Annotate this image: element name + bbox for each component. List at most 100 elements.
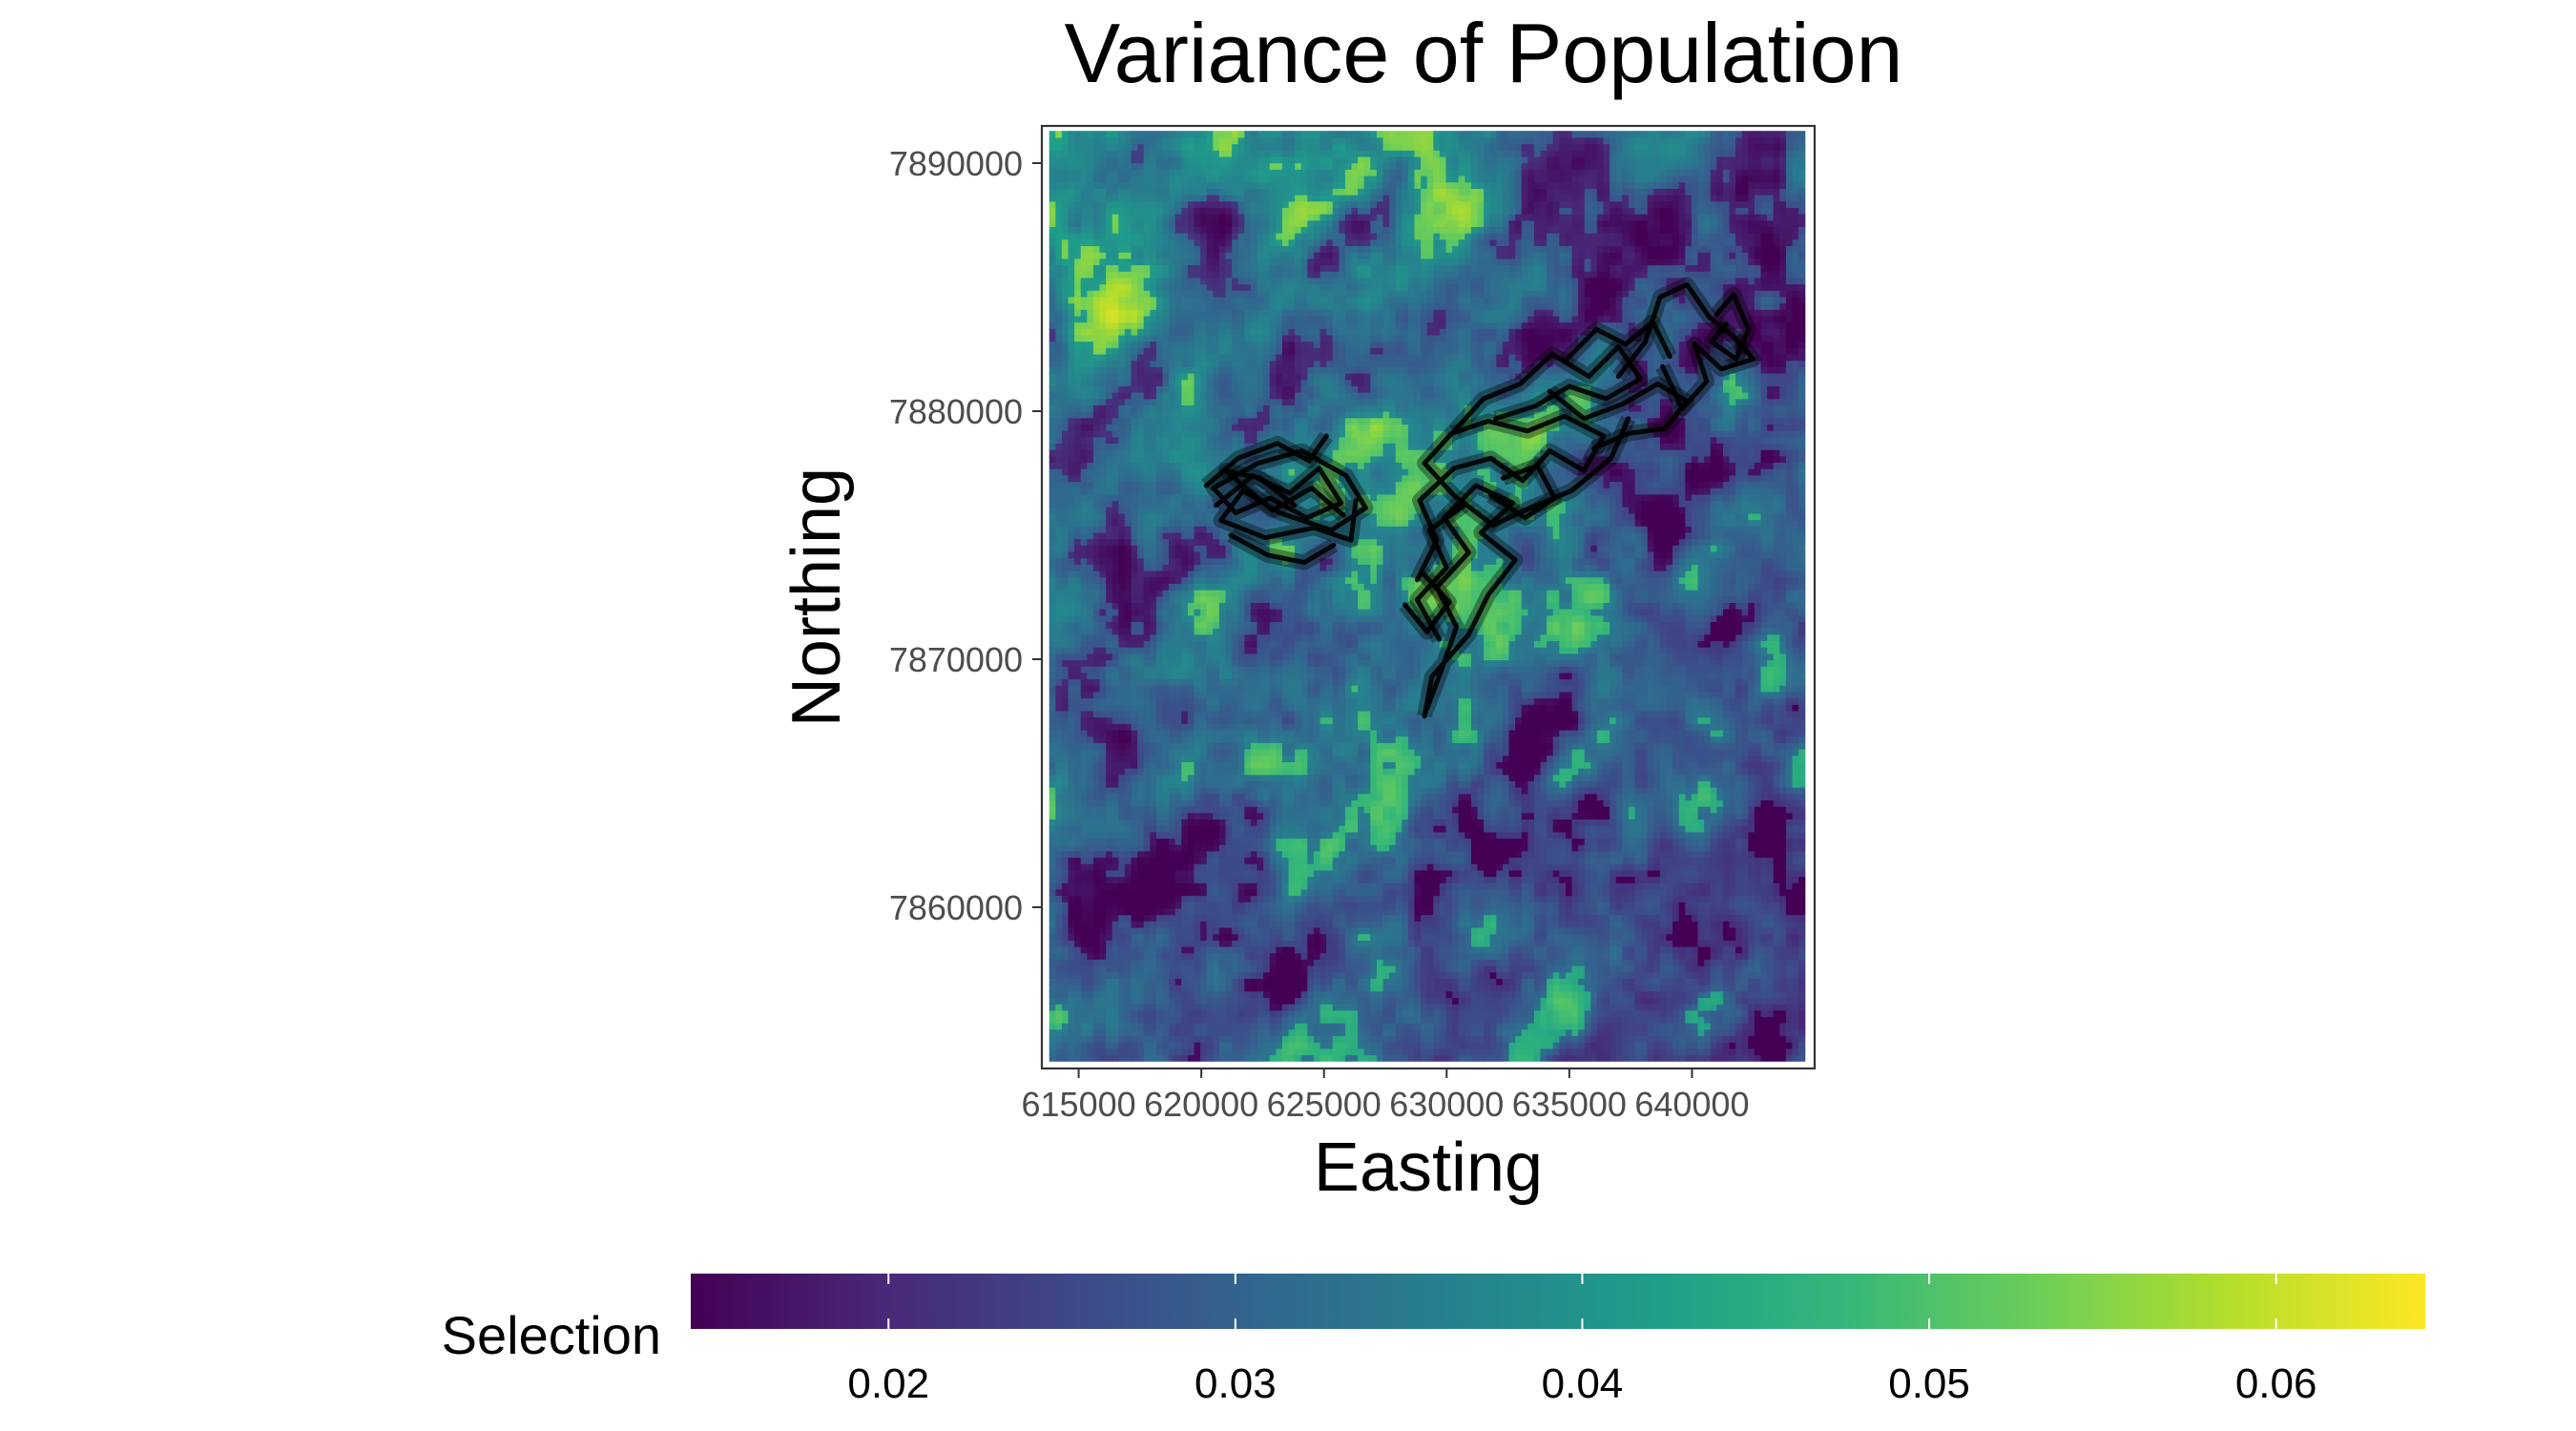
raster-cell [1169,863,1176,871]
raster-cell [1603,921,1610,928]
raster-cell [1137,850,1145,859]
raster-cell [1155,1035,1164,1043]
raster-cell [1049,1028,1056,1037]
raster-cell [1508,926,1516,935]
raster-cell [1200,952,1208,960]
raster-cell [1295,831,1302,840]
raster-cell [1389,812,1397,820]
raster-cell [1610,888,1617,897]
raster-cell [1458,914,1465,922]
raster-cell [1339,825,1346,833]
raster-cell [1559,990,1567,999]
raster-cell [1603,959,1610,966]
raster-cell [1414,895,1422,902]
raster-cell [1421,985,1428,992]
raster-cell [1527,1042,1535,1049]
raster-cell [1181,926,1189,935]
raster-cell [1628,1004,1636,1011]
raster-cell [1489,1042,1497,1049]
raster-cell [1622,825,1630,833]
raster-cell [1106,907,1113,916]
raster-cell [1610,857,1617,864]
raster-cell [1269,1035,1277,1043]
raster-cell [1748,812,1755,820]
raster-cell [1666,825,1673,833]
raster-cell [1206,933,1214,941]
raster-cell [1194,799,1201,807]
raster-cell [1276,838,1283,845]
raster-cell [1174,1054,1182,1062]
raster-cell [1288,978,1296,985]
raster-cell [1710,985,1717,992]
raster-cell [1288,1047,1296,1056]
raster-cell [1578,812,1586,820]
raster-cell [1521,895,1528,902]
raster-cell [1363,907,1371,916]
raster-cell [1458,921,1465,928]
raster-cell [1578,933,1586,941]
raster-cell [1074,959,1082,966]
raster-cell [1106,863,1113,871]
raster-cell [1339,869,1346,878]
raster-cell [1792,819,1799,826]
raster-cell [1288,1004,1296,1011]
raster-cell [1722,1004,1731,1011]
raster-cell [1402,926,1409,935]
raster-cell [1099,921,1107,928]
raster-cell [1704,838,1712,845]
raster-cell [1339,997,1346,1005]
raster-cell [1363,959,1371,966]
raster-cell [1370,1028,1378,1037]
raster-cell [1552,812,1560,820]
raster-cell [1402,882,1409,890]
raster-cell [1143,933,1151,941]
raster-cell [1452,933,1460,941]
raster-cell [1370,959,1378,966]
raster-cell [1213,933,1220,941]
raster-cell [1118,825,1126,833]
raster-cell [1344,799,1353,807]
raster-cell [1092,793,1101,800]
raster-cell [1439,978,1447,985]
raster-cell [1288,959,1296,966]
raster-cell [1118,812,1126,820]
raster-cell [1716,1042,1724,1049]
raster-cell [1767,1009,1775,1018]
raster-cell [1326,945,1334,954]
raster-cell [1578,1054,1586,1062]
raster-cell [1672,940,1680,947]
raster-cell [1300,965,1308,973]
raster-cell [1515,888,1523,897]
raster-cell [1257,844,1264,852]
raster-cell [1232,1042,1239,1049]
raster-cell [1276,1054,1283,1062]
raster-cell [1433,1042,1441,1049]
raster-cell [1421,863,1428,871]
raster-cell [1068,933,1075,941]
raster-cell [1244,882,1252,890]
raster-cell [1767,876,1775,883]
raster-cell [1326,844,1334,852]
raster-cell [1402,1035,1409,1043]
raster-cell [1288,1035,1296,1043]
raster-cell [1181,857,1189,864]
raster-cell [1232,1028,1239,1037]
raster-cell [1389,857,1397,864]
raster-cell [1118,1035,1126,1043]
raster-cell [1590,825,1598,833]
raster-cell [1533,1009,1542,1018]
raster-cell [1779,978,1787,985]
raster-cell [1710,952,1717,960]
raster-cell [1584,1047,1591,1056]
raster-cell [1257,857,1264,864]
raster-cell [1477,895,1485,902]
raster-cell [1470,965,1479,973]
raster-cell [1068,844,1075,852]
raster-cell [1162,863,1170,871]
raster-cell [1508,1016,1516,1024]
raster-cell [1735,838,1743,845]
raster-cell [1376,812,1384,820]
raster-cell [1099,965,1107,973]
raster-cell [1527,819,1535,826]
raster-cell [1634,863,1642,871]
